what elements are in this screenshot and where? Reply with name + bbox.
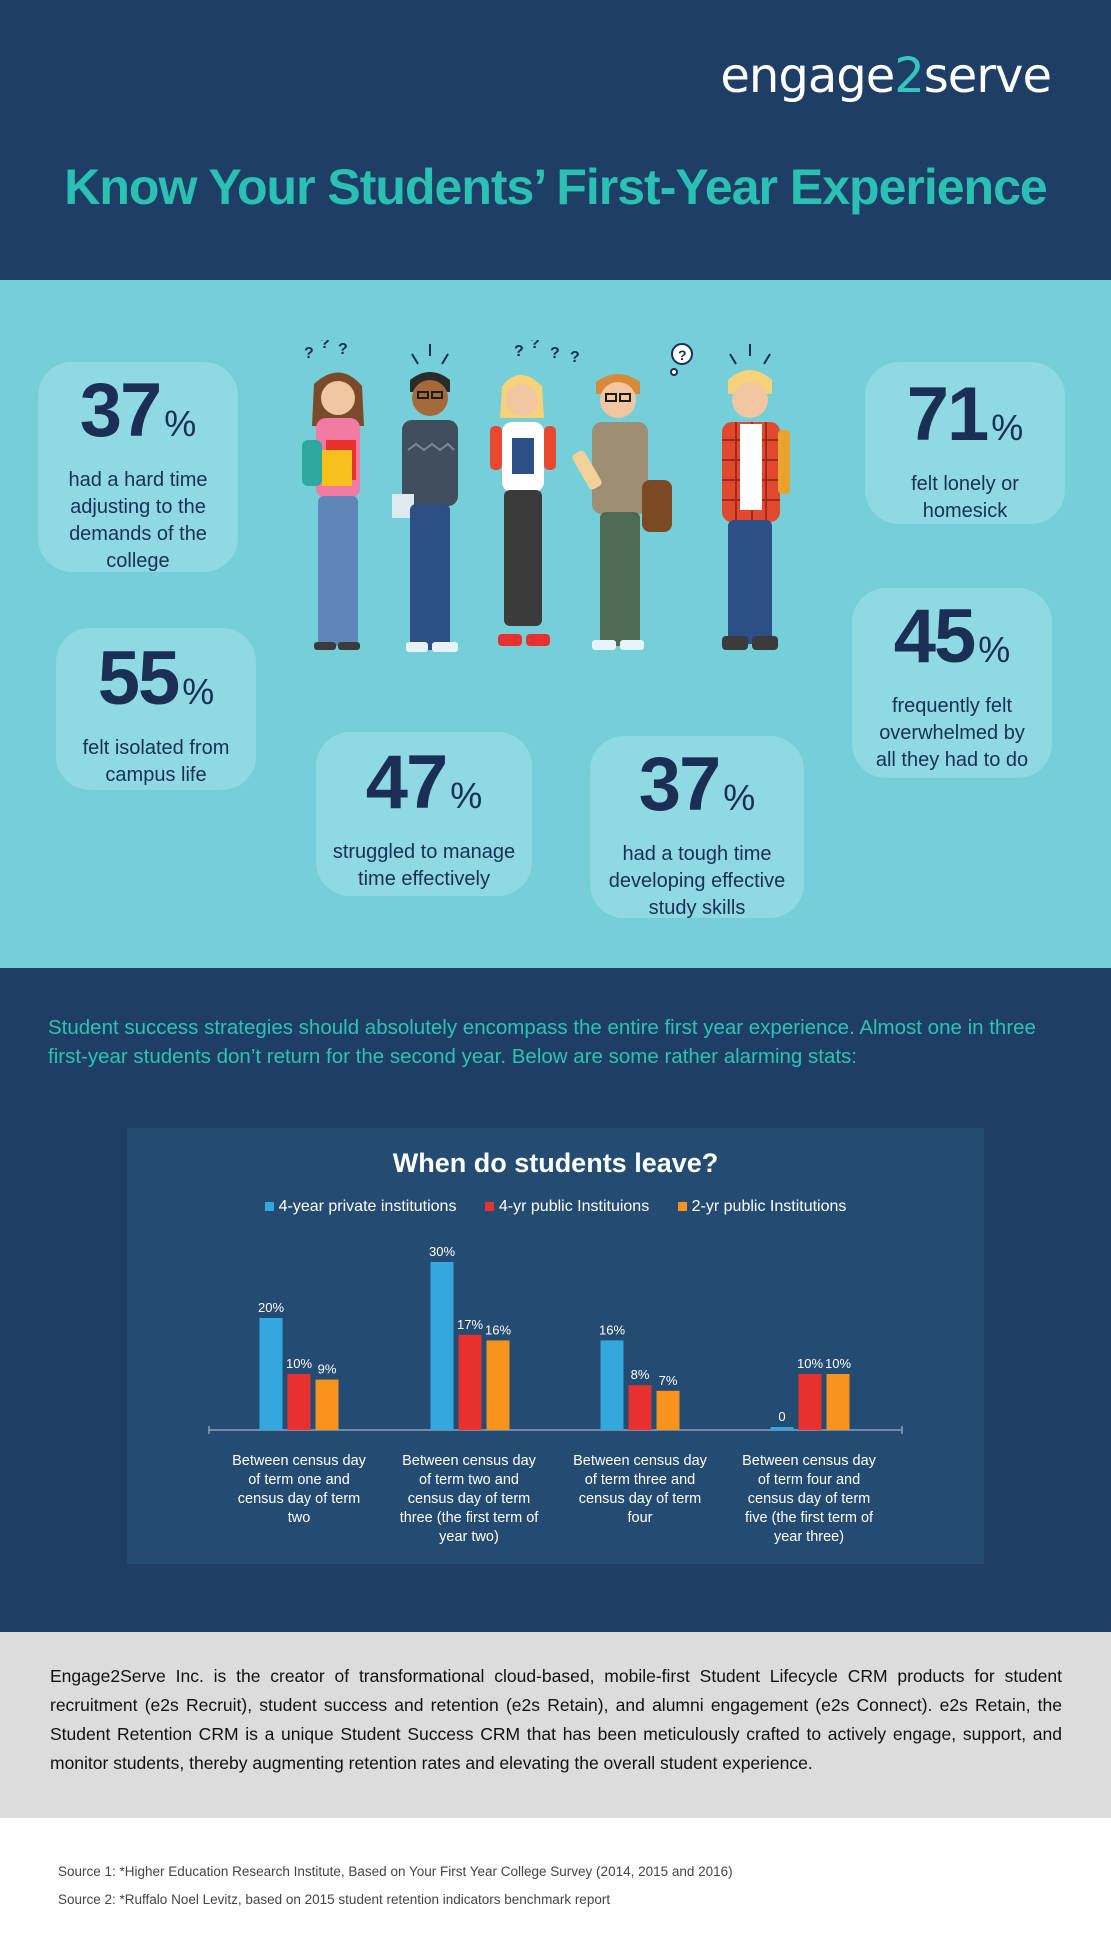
bar-value-label: 16% — [485, 1322, 511, 1337]
stat-description: felt lonely or homesick — [911, 473, 1019, 522]
stress-lines-icon — [411, 344, 771, 365]
bar — [287, 1374, 311, 1430]
legend-item-private: 4-year private institutions — [264, 1198, 456, 1216]
category-label-2: Between census day of term two and census … — [399, 1453, 539, 1545]
students-illustration: ??? ???? ? — [302, 340, 790, 652]
svg-text:?: ? — [678, 347, 687, 363]
about-section: Engage2Serve Inc. is the creator of tran… — [0, 1632, 1111, 1818]
category-label-1: Between census day of term one and census … — [232, 1453, 366, 1526]
bar — [826, 1374, 850, 1430]
bar-value-label: 10% — [797, 1356, 823, 1371]
legend-item-public-2yr: 2-yr public Institutions — [677, 1198, 846, 1216]
svg-text:?: ? — [304, 345, 314, 362]
stat-value: 45% — [893, 594, 1011, 679]
chart-panel: When do students leave? 4-year private i… — [127, 1128, 984, 1564]
stat-bubble-overwhelmed: 45% frequently felt overwhelmed by all the… — [852, 588, 1052, 778]
stat-value: 37% — [79, 368, 197, 453]
bar-value-label: 10% — [825, 1356, 851, 1371]
bar — [259, 1318, 283, 1430]
bar — [798, 1374, 822, 1430]
stat-description: frequently felt overwhelmed by all they ha… — [875, 695, 1029, 771]
bar-chart: 20%10% 9%30%17% 16% 16%8% 7%010% 10% — [208, 1244, 903, 1434]
bar-value-label: 20% — [258, 1300, 284, 1315]
page-title: Know Your Students’ First-Year Experienc… — [64, 159, 1047, 215]
bar-value-label: 10% — [286, 1356, 312, 1371]
chart-title: When do students leave? — [392, 1148, 719, 1178]
thought-bubble-icon — [670, 343, 693, 376]
category-label-4: Between census day of term four and census… — [742, 1453, 876, 1545]
chart-legend: 4-year private institutions 4-yr public … — [127, 1198, 984, 1216]
stat-value: 47% — [365, 740, 483, 825]
bar — [628, 1385, 652, 1430]
legend-swatch — [264, 1202, 274, 1211]
svg-text:?: ? — [550, 345, 560, 362]
bar-value-label: 8% — [631, 1367, 650, 1382]
question-marks-icon: ??? ???? — [304, 340, 580, 366]
about-text: Engage2Serve Inc. is the creator of tran… — [50, 1666, 1062, 1773]
logo-text-3: serve — [923, 48, 1052, 104]
intro-text: Student success strategies should absolu… — [48, 1016, 1036, 1068]
stat-value: 37% — [638, 742, 756, 827]
svg-text:?: ? — [338, 341, 348, 358]
bar — [315, 1379, 339, 1430]
logo-text-2: 2 — [894, 48, 925, 104]
category-label-3: Between census day of term three and censu… — [573, 1453, 707, 1526]
source-1: Source 1: *Higher Education Research Ins… — [58, 1864, 733, 1879]
legend-swatch — [677, 1202, 687, 1211]
legend-item-public-4yr: 4-yr public Instituions — [484, 1198, 649, 1216]
student-girl-books — [302, 372, 364, 650]
bar-value-label: 30% — [429, 1244, 455, 1259]
student-boy-bag — [572, 374, 672, 650]
stat-description: had a hard time adjusting to the demands o… — [68, 469, 208, 572]
bar — [656, 1390, 680, 1430]
stat-bubble-time: 47% struggled to manage time effectively — [316, 732, 532, 896]
stat-bubble-isolated: 55% felt isolated from campus life — [56, 628, 256, 790]
source-2: Source 2: *Ruffalo Noel Levitz, based on… — [58, 1892, 611, 1907]
student-boy-glasses — [392, 372, 458, 652]
bar — [458, 1334, 482, 1430]
svg-text:?: ? — [514, 343, 524, 360]
bar-value-label: 0 — [778, 1409, 785, 1424]
stat-bubble-adjusting: 37% had a hard time adjusting to the deman… — [38, 362, 238, 572]
sources-section: Source 1: *Higher Education Research Ins… — [0, 1818, 1111, 1945]
bar — [600, 1340, 624, 1430]
bar-value-label: 17% — [457, 1317, 483, 1332]
stat-description: had a tough time developing effective stud… — [608, 843, 786, 919]
bar-value-label: 16% — [599, 1322, 625, 1337]
stat-bubble-study: 37% had a tough time developing effective… — [590, 736, 804, 919]
logo-text-1: engage — [720, 48, 895, 104]
stat-value: 71% — [906, 372, 1024, 457]
header-band: engage2serve Know Your Students’ First-Y… — [0, 0, 1111, 280]
bar — [770, 1427, 794, 1430]
stat-value: 55% — [97, 636, 215, 721]
engage2serve-logo: engage2serve — [720, 48, 1052, 104]
bar — [486, 1340, 510, 1430]
svg-text:?: ? — [320, 340, 330, 352]
svg-text:?: ? — [570, 349, 580, 366]
student-girl-blonde — [490, 375, 556, 646]
svg-text:?: ? — [530, 340, 540, 352]
legend-swatch — [484, 1202, 494, 1211]
bar-value-label: 7% — [659, 1373, 678, 1388]
bar — [430, 1262, 454, 1430]
stat-bubble-lonely: 71% felt lonely or homesick — [865, 362, 1065, 524]
stat-description: struggled to manage time effectively — [332, 841, 516, 890]
stat-description: felt isolated from campus life — [82, 737, 230, 786]
student-boy-plaid — [722, 370, 790, 650]
bar-value-label: 9% — [318, 1362, 337, 1377]
stats-band: 37% had a hard time adjusting to the deman… — [0, 280, 1111, 968]
